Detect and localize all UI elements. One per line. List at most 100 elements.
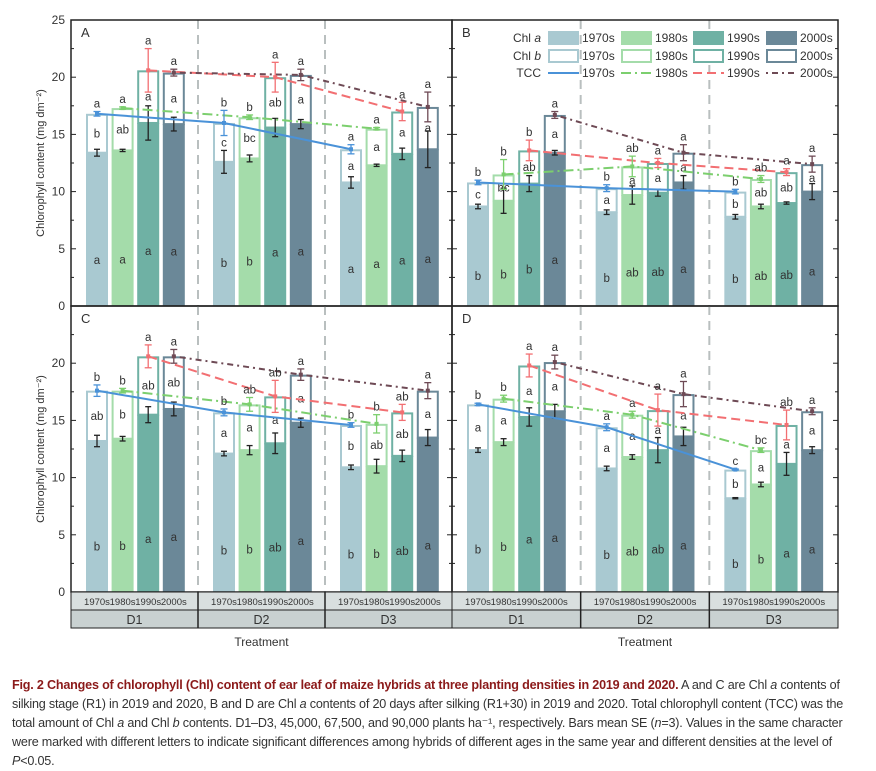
density-label: D1 <box>508 613 524 627</box>
x-axis-label: Treatment <box>618 635 673 649</box>
panel-label: B <box>462 25 471 40</box>
tcc-point <box>655 408 660 413</box>
legend-era-label: 1970s <box>582 49 615 63</box>
chl-a-letter: b <box>500 269 506 281</box>
tcc-point <box>298 372 303 377</box>
tcc-letter: a <box>425 79 432 91</box>
chl-a-bar <box>289 422 312 592</box>
chl-a-letter: b <box>500 542 506 554</box>
tcc-letter: ab <box>626 143 639 155</box>
chl-a-letter: b <box>348 550 354 562</box>
y-tick-label: 20 <box>52 356 66 370</box>
tcc-point <box>95 388 99 393</box>
tcc-letter: b <box>475 167 481 179</box>
chl-a-letter: b <box>603 550 609 562</box>
x-axis-label: Treatment <box>234 635 289 649</box>
chl-b-letter: a <box>526 386 533 398</box>
caption-italic: a <box>299 697 307 711</box>
tcc-point <box>247 402 252 407</box>
chl-a-bar <box>391 153 414 306</box>
tcc-point <box>222 410 226 415</box>
tcc-letter: a <box>809 143 816 155</box>
caption-text: contents. D1–D3, 45,000, 67,500, and 90,… <box>179 716 655 730</box>
chl-a-bar <box>213 161 235 306</box>
chl-a-bar <box>111 438 134 592</box>
y-tick-label: 5 <box>58 528 65 542</box>
chl-a-bar <box>543 411 566 592</box>
chl-a-letter: a <box>171 246 178 258</box>
tcc-point <box>784 422 789 427</box>
chl-b-letter: a <box>680 410 687 422</box>
chl-b-letter: b <box>94 128 100 140</box>
tcc-point <box>527 148 532 153</box>
chl-a-letter: b <box>475 544 481 556</box>
chl-b-letter: a <box>809 173 816 185</box>
caption-text: contents of 20 days after silking (R1+30… <box>12 697 844 730</box>
chl-a-bar <box>672 182 695 306</box>
tcc-letter: a <box>94 99 101 111</box>
era-tick-label: 1990s <box>645 597 671 608</box>
chl-a-letter: a <box>171 532 178 544</box>
tcc-letter: ab <box>243 385 256 397</box>
chl-a-letter: b <box>221 545 227 557</box>
chl-b-letter: a <box>680 163 687 175</box>
tcc-letter: ab <box>396 391 409 403</box>
tcc-point <box>655 161 660 165</box>
chl-b-letter: c <box>475 189 481 201</box>
chl-a-bar <box>749 206 772 306</box>
tcc-line-2000s <box>554 361 813 413</box>
chl-b-letter: a <box>272 415 279 427</box>
density-label: D3 <box>381 613 397 627</box>
tcc-point <box>425 388 430 393</box>
chl-a-letter: a <box>526 534 533 546</box>
chl-b-letter: a <box>758 462 765 474</box>
chl-a-letter: ab <box>269 542 282 554</box>
tcc-letter: c <box>732 456 738 468</box>
chl-b-letter: b <box>732 199 738 211</box>
chl-a-bar <box>543 152 566 306</box>
y-tick-label: 10 <box>52 185 66 199</box>
legend-era-label: 1980s <box>655 66 688 80</box>
chl-b-letter: ab <box>91 411 104 423</box>
tcc-point <box>501 172 506 177</box>
chl-a-bar <box>86 152 108 306</box>
caption-text: contents of silking stage (R1) in 2019 a… <box>12 678 840 711</box>
legend-row-label: Chl a <box>513 31 541 45</box>
tcc-point <box>146 354 151 359</box>
chl-a-bar <box>365 466 388 592</box>
era-tick-label: 1990s <box>135 597 161 608</box>
chl-a-letter: b <box>246 544 252 556</box>
chl-a-bar <box>518 416 541 592</box>
chl-a-bar <box>801 450 824 592</box>
chl-a-bar <box>391 455 414 592</box>
chl-a-bar <box>365 165 388 306</box>
era-tick-label: 1970s <box>84 597 110 608</box>
chl-b-letter: a <box>171 93 178 105</box>
legend-era-label: 1980s <box>655 31 688 45</box>
panel-label: C <box>81 311 90 326</box>
chl-b-letter: a <box>348 161 355 173</box>
tcc-point <box>146 68 151 73</box>
caption-text: <0.05. <box>20 754 55 768</box>
chl-b-letter: ab <box>396 429 409 441</box>
chl-b-letter: ab <box>755 188 768 200</box>
tcc-letter: a <box>298 56 305 68</box>
chl-b-letter: a <box>425 123 432 135</box>
chl-b-letter: a <box>246 422 253 434</box>
chl-a-letter: ab <box>755 271 768 283</box>
chl-a-bar <box>672 436 695 592</box>
chl-a-bar <box>289 124 312 306</box>
density-label: D3 <box>766 613 782 627</box>
legend-swatch-chl-b <box>693 49 724 63</box>
tcc-point <box>349 422 353 427</box>
chl-a-letter: b <box>94 542 100 554</box>
era-tick-label: 1990s <box>774 597 800 608</box>
chl-a-letter: a <box>809 267 816 279</box>
y-tick-label: 15 <box>52 413 66 427</box>
chl-a-bar <box>801 191 824 306</box>
tcc-point <box>120 388 125 393</box>
chl-a-bar <box>137 122 160 307</box>
tcc-letter: a <box>655 145 662 157</box>
tcc-letter: a <box>145 36 152 48</box>
era-tick-label: 2000s <box>671 597 697 608</box>
